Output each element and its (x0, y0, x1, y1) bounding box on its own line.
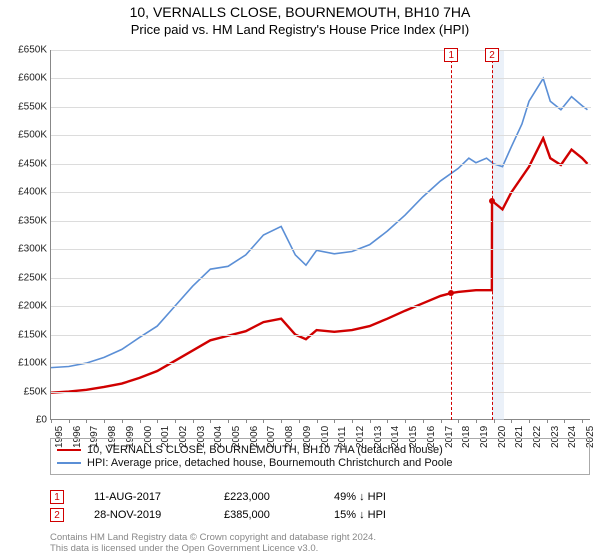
x-tick (387, 419, 388, 423)
legend-swatch (57, 449, 81, 451)
series-property (51, 138, 587, 392)
y-axis-label: £400K (3, 187, 47, 198)
y-axis-label: £100K (3, 358, 47, 369)
x-tick (281, 419, 282, 423)
chart-lines (51, 50, 591, 420)
x-tick (564, 419, 565, 423)
y-axis-label: £500K (3, 130, 47, 141)
plot: £0£50K£100K£150K£200K£250K£300K£350K£400… (50, 50, 590, 420)
event-marker: 1 (50, 490, 64, 504)
x-tick (140, 419, 141, 423)
x-tick (458, 419, 459, 423)
sale-dot (489, 198, 495, 204)
legend-row: 10, VERNALLS CLOSE, BOURNEMOUTH, BH10 7H… (57, 444, 583, 456)
x-tick (228, 419, 229, 423)
x-tick (51, 419, 52, 423)
series-hpi (51, 78, 587, 367)
x-tick (352, 419, 353, 423)
gridline-h (51, 164, 591, 165)
y-axis-label: £300K (3, 244, 47, 255)
legend-swatch (57, 462, 81, 464)
x-tick (104, 419, 105, 423)
event-date: 11-AUG-2017 (94, 491, 194, 503)
y-axis-label: £650K (3, 45, 47, 56)
x-tick (246, 419, 247, 423)
chart-subtitle: Price paid vs. HM Land Registry's House … (0, 22, 600, 37)
x-tick (494, 419, 495, 423)
legend-row: HPI: Average price, detached house, Bour… (57, 457, 583, 469)
marker-box: 2 (485, 48, 499, 62)
y-axis-label: £200K (3, 301, 47, 312)
x-tick (582, 419, 583, 423)
x-tick (86, 419, 87, 423)
x-tick (193, 419, 194, 423)
legend-label: HPI: Average price, detached house, Bour… (87, 457, 452, 469)
x-tick (423, 419, 424, 423)
gridline-h (51, 107, 591, 108)
footer: Contains HM Land Registry data © Crown c… (50, 532, 590, 555)
y-axis-label: £450K (3, 158, 47, 169)
x-tick (69, 419, 70, 423)
x-tick (210, 419, 211, 423)
x-tick (529, 419, 530, 423)
x-tick (299, 419, 300, 423)
gridline-h (51, 50, 591, 51)
event-price: £385,000 (224, 509, 304, 521)
x-tick (476, 419, 477, 423)
y-axis-label: £150K (3, 329, 47, 340)
sale-dot (448, 290, 454, 296)
gridline-h (51, 192, 591, 193)
y-axis-label: £50K (3, 386, 47, 397)
gridline-h (51, 78, 591, 79)
legend: 10, VERNALLS CLOSE, BOURNEMOUTH, BH10 7H… (50, 438, 590, 475)
chart-title: 10, VERNALLS CLOSE, BOURNEMOUTH, BH10 7H… (0, 4, 600, 20)
x-tick (370, 419, 371, 423)
legend-label: 10, VERNALLS CLOSE, BOURNEMOUTH, BH10 7H… (87, 444, 443, 456)
title-block: 10, VERNALLS CLOSE, BOURNEMOUTH, BH10 7H… (0, 0, 600, 39)
footer-line-2: This data is licensed under the Open Gov… (50, 543, 590, 554)
event-date: 28-NOV-2019 (94, 509, 194, 521)
chart-area: £0£50K£100K£150K£200K£250K£300K£350K£400… (50, 50, 590, 420)
footer-line-1: Contains HM Land Registry data © Crown c… (50, 532, 590, 543)
y-axis-label: £250K (3, 272, 47, 283)
event-row: 2 28-NOV-2019 £385,000 15% ↓ HPI (50, 508, 590, 522)
x-tick (511, 419, 512, 423)
x-tick (441, 419, 442, 423)
x-tick (122, 419, 123, 423)
gridline-h (51, 278, 591, 279)
event-pct: 15% ↓ HPI (334, 509, 434, 521)
y-axis-label: £0 (3, 415, 47, 426)
y-axis-label: £550K (3, 101, 47, 112)
gridline-h (51, 135, 591, 136)
y-axis-label: £600K (3, 73, 47, 84)
event-pct: 49% ↓ HPI (334, 491, 434, 503)
gridline-h (51, 392, 591, 393)
gridline-h (51, 363, 591, 364)
marker-vline (492, 50, 493, 420)
x-tick (317, 419, 318, 423)
x-tick (263, 419, 264, 423)
event-marker: 2 (50, 508, 64, 522)
gridline-h (51, 221, 591, 222)
x-tick (175, 419, 176, 423)
gridline-h (51, 249, 591, 250)
x-tick (405, 419, 406, 423)
gridline-h (51, 306, 591, 307)
x-tick (157, 419, 158, 423)
events-table: 1 11-AUG-2017 £223,000 49% ↓ HPI 2 28-NOV-201… (50, 486, 590, 526)
event-row: 1 11-AUG-2017 £223,000 49% ↓ HPI (50, 490, 590, 504)
x-tick (547, 419, 548, 423)
gridline-h (51, 335, 591, 336)
event-price: £223,000 (224, 491, 304, 503)
x-tick (334, 419, 335, 423)
marker-vline (451, 50, 452, 420)
marker-box: 1 (444, 48, 458, 62)
y-axis-label: £350K (3, 215, 47, 226)
